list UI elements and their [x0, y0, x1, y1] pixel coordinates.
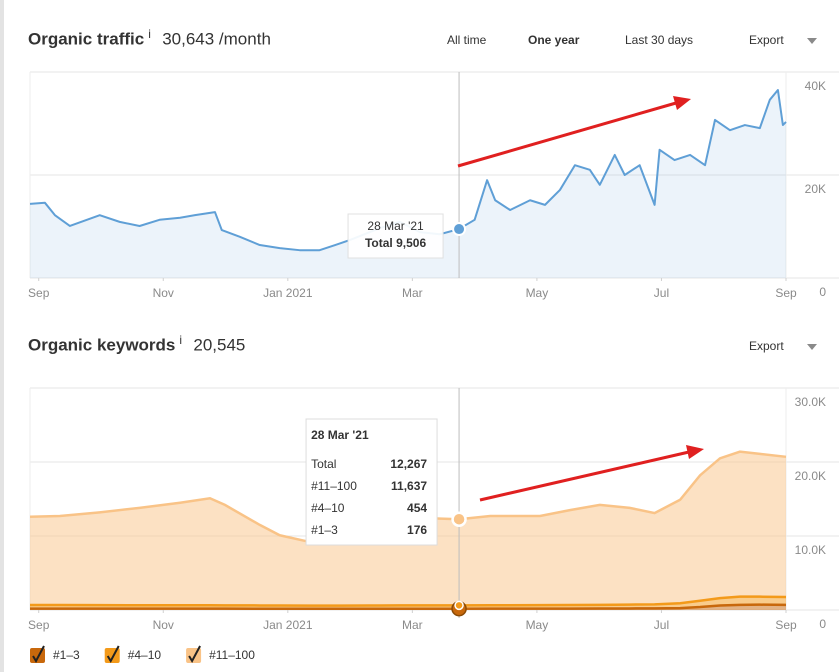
x-tick-label: Jul — [654, 286, 669, 300]
x-tick-label: May — [526, 618, 549, 632]
panel-title: Organic keywords — [28, 335, 175, 354]
area-line — [30, 603, 787, 611]
tooltip-number: 9,506 — [396, 236, 426, 250]
tooltip-label: #1–3 — [311, 523, 338, 537]
info-icon: i — [148, 27, 151, 41]
x-tick-label: Jul — [654, 618, 669, 632]
period-button[interactable]: All time — [447, 33, 487, 47]
tooltip-label: #11–100 — [311, 479, 357, 493]
export-caret — [807, 344, 817, 350]
tooltip-date: 28 Mar '21 — [311, 428, 369, 442]
y-tick-label: 40K — [805, 79, 826, 93]
tooltip-value: 12,267 — [390, 457, 427, 471]
y-tick-label: 0 — [819, 617, 826, 631]
x-tick-label: Jan 2021 — [263, 286, 313, 300]
x-tick-label: Nov — [153, 286, 174, 300]
summary: 20,545 — [193, 335, 245, 354]
summary: 30,643 /month — [162, 29, 271, 48]
y-tick-label: 30.0K — [795, 395, 826, 409]
x-tick-label: Sep — [28, 286, 50, 300]
tooltip-label: Total — [365, 236, 393, 250]
export-button[interactable]: Export — [749, 339, 784, 353]
legend-label[interactable]: #4–10 — [128, 648, 162, 662]
info-icon: i — [179, 333, 182, 347]
period-button[interactable]: One year — [528, 33, 580, 47]
tooltip-label: #4–10 — [311, 501, 345, 515]
tooltip-value: 176 — [407, 523, 427, 537]
x-tick-label: May — [526, 286, 549, 300]
tooltip-value: 11,637 — [391, 479, 427, 493]
legend-check — [188, 645, 201, 664]
x-tick-label: Mar — [402, 286, 423, 300]
tooltip-value: Total 9,506 — [365, 236, 426, 250]
y-tick-label: 0 — [819, 285, 826, 299]
y-tick-label: 20K — [805, 182, 826, 196]
area-fill — [30, 90, 786, 279]
x-tick-label: Sep — [28, 618, 50, 632]
x-tick-label: Nov — [153, 618, 174, 632]
export-caret — [807, 38, 817, 44]
legend-label[interactable]: #1–3 — [53, 648, 80, 662]
x-tick-label: Sep — [775, 286, 797, 300]
export-button[interactable]: Export — [749, 33, 784, 47]
charts: Organic traffic i 30,643 /month All time One… — [28, 27, 839, 664]
y-tick-label: 10.0K — [795, 543, 826, 557]
line — [29, 89, 787, 252]
tooltip-date: 28 Mar '21 — [367, 219, 424, 233]
tooltip-value: 454 — [407, 501, 427, 515]
x-tick-label: Jan 2021 — [263, 618, 313, 632]
left-border — [0, 0, 4, 672]
hover-point — [454, 600, 464, 611]
hover-point — [452, 222, 467, 237]
legend-check — [32, 645, 45, 664]
tooltip — [305, 418, 438, 546]
x-tick-label: Mar — [402, 618, 423, 632]
panel-title: Organic traffic — [28, 29, 144, 48]
hover-total — [452, 512, 466, 526]
trend-arrow — [457, 96, 691, 168]
y-tick-label: 20.0K — [795, 469, 826, 483]
legend-check — [106, 645, 120, 664]
area-line — [30, 595, 787, 607]
legend-label[interactable]: #11–100 — [209, 648, 255, 662]
trend-arrow — [479, 445, 704, 502]
x-tick-label: Sep — [775, 618, 797, 632]
period-button[interactable]: Last 30 days — [625, 33, 693, 47]
tooltip — [347, 213, 444, 259]
tooltip-label: Total — [311, 457, 336, 471]
